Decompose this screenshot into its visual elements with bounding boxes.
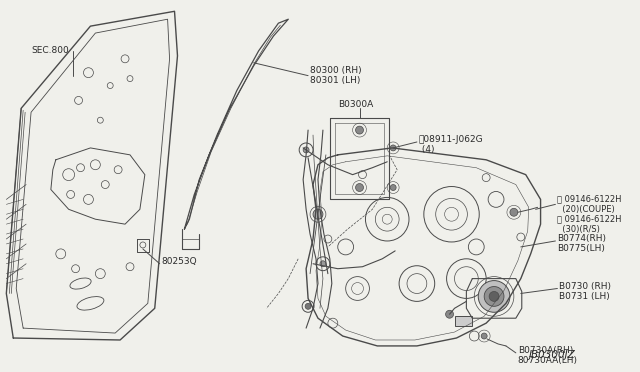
Circle shape <box>313 209 323 219</box>
Text: B0774(RH)
B0775(LH): B0774(RH) B0775(LH) <box>557 234 606 253</box>
Text: B0730 (RH)
B0731 (LH): B0730 (RH) B0731 (LH) <box>559 282 611 301</box>
Circle shape <box>320 261 326 267</box>
Circle shape <box>303 147 309 153</box>
Circle shape <box>356 183 364 192</box>
Text: 80300 (RH)
80301 (LH): 80300 (RH) 80301 (LH) <box>310 66 362 85</box>
Circle shape <box>390 145 396 151</box>
Circle shape <box>305 303 311 309</box>
Circle shape <box>445 310 454 318</box>
Text: ⓝ08911-J062G
 (4): ⓝ08911-J062G (4) <box>419 135 483 154</box>
Text: SEC.800: SEC.800 <box>31 46 69 55</box>
Text: Ⓒ 09146-6122H
  (20)(COUPE): Ⓒ 09146-6122H (20)(COUPE) <box>557 195 622 214</box>
Text: 80253Q: 80253Q <box>162 257 197 266</box>
FancyBboxPatch shape <box>454 316 472 326</box>
Circle shape <box>510 208 518 216</box>
Circle shape <box>478 280 510 312</box>
Text: B0300A: B0300A <box>338 100 373 109</box>
Text: Ⓒ 09146-6122H
  (30)(R/S): Ⓒ 09146-6122H (30)(R/S) <box>557 214 622 234</box>
Circle shape <box>489 292 499 301</box>
Text: JB0300JZ: JB0300JZ <box>529 350 575 360</box>
Circle shape <box>481 333 487 339</box>
Circle shape <box>484 286 504 306</box>
Circle shape <box>356 126 364 134</box>
Text: B0730A(RH)
80730AA(LH): B0730A(RH) 80730AA(LH) <box>518 346 578 365</box>
Circle shape <box>390 185 396 190</box>
